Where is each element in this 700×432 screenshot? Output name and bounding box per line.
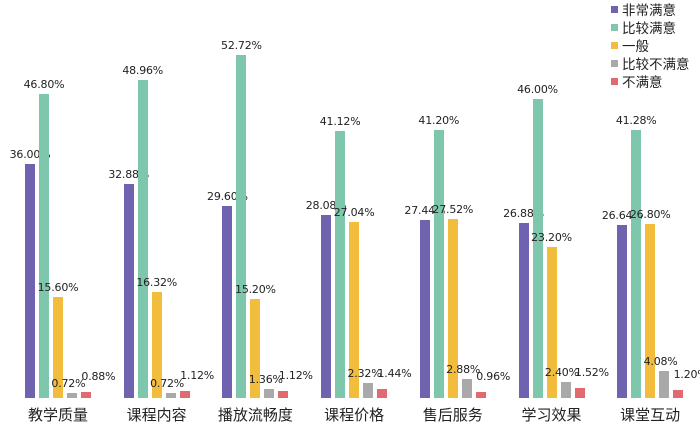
bar-value-label: 4.08% xyxy=(643,355,678,369)
bar xyxy=(645,223,656,398)
bar xyxy=(363,382,374,398)
bar-value-label: 26.80% xyxy=(629,207,671,221)
bar-value-label: 1.20% xyxy=(673,368,700,382)
bar xyxy=(349,222,360,398)
bar xyxy=(419,219,430,398)
category-label: 学习效果 xyxy=(521,406,582,424)
legend-item-neutral: 一般 xyxy=(611,36,690,55)
legend-item-dissatisfied: 比较不满意 xyxy=(611,54,690,73)
bar xyxy=(179,390,190,398)
bar xyxy=(236,55,247,398)
category-label: 播放流畅度 xyxy=(217,406,293,424)
category-label: 教学质量 xyxy=(27,406,89,424)
legend-swatch-icon xyxy=(611,77,618,85)
bar xyxy=(532,99,543,398)
bar xyxy=(518,223,529,398)
bar xyxy=(335,130,346,398)
bar-value-label: 48.96% xyxy=(122,63,164,77)
legend-swatch-icon xyxy=(611,59,618,67)
bar xyxy=(377,388,388,398)
bar xyxy=(560,382,571,398)
bar xyxy=(222,205,233,398)
bar xyxy=(659,371,670,398)
bar xyxy=(165,393,176,398)
category-label: 课堂互动 xyxy=(620,406,681,424)
bar-value-label: 1.52% xyxy=(574,366,609,380)
bar xyxy=(250,299,261,398)
legend-item-satisfied: 比较满意 xyxy=(611,18,690,37)
bar-value-label: 1.12% xyxy=(278,368,313,382)
category-label: 售后服务 xyxy=(422,406,483,424)
bar xyxy=(475,391,486,398)
bar xyxy=(433,130,444,398)
bar-value-label: 41.28% xyxy=(615,113,657,127)
bar-value-label: 1.12% xyxy=(180,368,215,382)
bar xyxy=(39,93,49,398)
bar xyxy=(574,388,585,398)
legend-label: 一般 xyxy=(622,39,649,55)
bar xyxy=(151,291,162,398)
bar xyxy=(673,390,684,398)
legend-swatch-icon xyxy=(611,5,618,13)
bar-value-label: 15.60% xyxy=(37,280,79,294)
bar xyxy=(321,215,332,398)
bar-value-label: 15.20% xyxy=(235,283,276,297)
chart-legend: 非常满意 比较满意 一般 比较不满意 不满意 xyxy=(611,0,690,91)
bar-value-label: 0.96% xyxy=(476,369,511,383)
bar-value-label: 27.52% xyxy=(432,203,474,217)
bar-value-label: 23.20% xyxy=(531,231,572,245)
bar-value-label: 41.12% xyxy=(319,114,361,128)
bar xyxy=(447,219,458,398)
bar xyxy=(137,79,148,398)
legend-label: 非常满意 xyxy=(622,3,676,19)
category-label: 课程内容 xyxy=(126,406,187,424)
legend-label: 比较满意 xyxy=(622,21,676,37)
bar-value-label: 2.32% xyxy=(347,366,382,380)
bar xyxy=(264,389,275,398)
bar-value-label: 41.20% xyxy=(418,114,460,128)
bar xyxy=(461,379,472,398)
bar xyxy=(617,224,628,398)
bar-value-label: 0.72% xyxy=(150,377,185,391)
bar-value-label: 52.72% xyxy=(221,39,262,53)
bar-value-label: 1.36% xyxy=(248,373,283,387)
legend-label: 不满意 xyxy=(622,75,663,91)
bar-value-label: 16.32% xyxy=(136,275,178,289)
bar-value-label: 0.72% xyxy=(51,377,86,391)
bar-value-label: 2.88% xyxy=(446,363,481,377)
bar-value-label: 46.00% xyxy=(517,83,558,96)
bar xyxy=(67,393,77,398)
bar-value-label: 1.44% xyxy=(377,366,412,380)
legend-item-very-satisfied: 非常满意 xyxy=(611,0,690,19)
bar-value-label: 0.88% xyxy=(81,370,116,384)
bar xyxy=(546,247,557,398)
bar xyxy=(53,296,63,398)
legend-swatch-icon xyxy=(611,23,618,31)
bar-value-label: 27.04% xyxy=(333,206,375,220)
bar-value-label: 46.80% xyxy=(23,77,65,91)
bar xyxy=(25,164,35,398)
bar xyxy=(81,392,91,398)
legend-item-very-dissatisfied: 不满意 xyxy=(611,72,690,91)
bar xyxy=(123,184,134,398)
bar xyxy=(631,129,642,398)
category-label: 课程价格 xyxy=(324,406,385,424)
bar xyxy=(278,390,289,398)
bar-value-label: 2.40% xyxy=(544,366,579,380)
legend-swatch-icon xyxy=(611,41,618,49)
legend-label: 比较不满意 xyxy=(622,57,690,73)
